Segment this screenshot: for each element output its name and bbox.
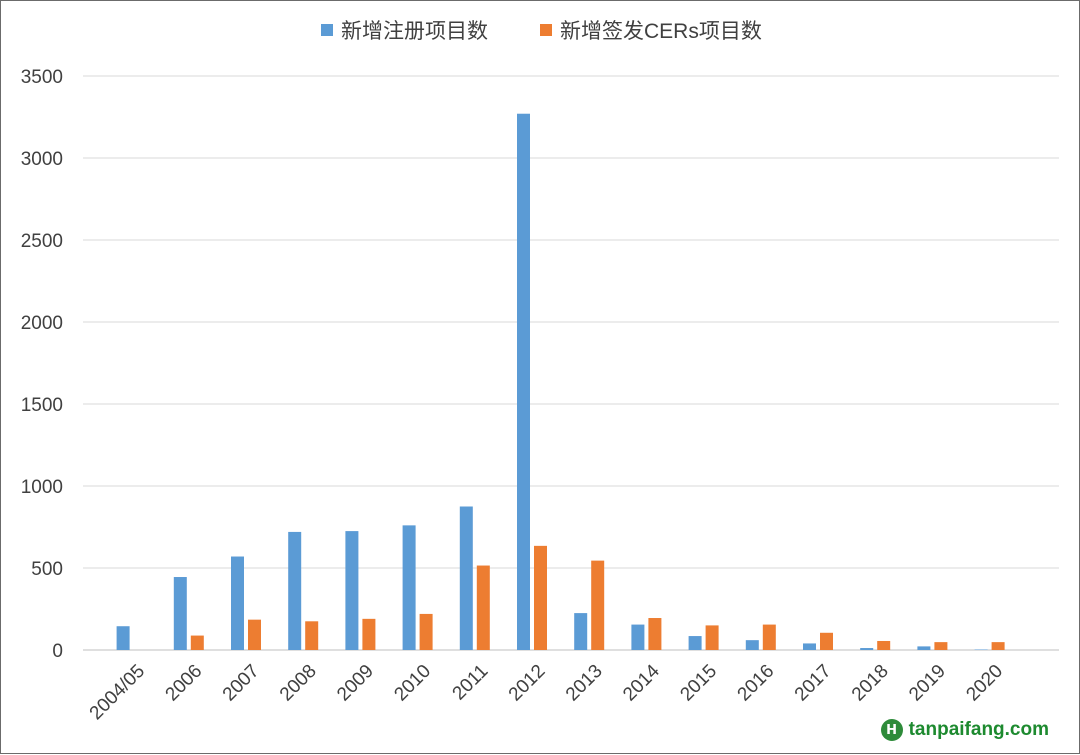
bar-registered [746, 640, 759, 650]
bar-registered [574, 613, 587, 650]
bar-issued [992, 642, 1005, 650]
legend: 新增注册项目数 新增签发CERs项目数 [321, 20, 762, 43]
y-tick-label: 500 [31, 559, 63, 580]
x-axis-ticks: 2004/05 2006 2007 2008 2009 2010 2011 2012 2013 2… [86, 660, 1007, 724]
bar-issued [534, 546, 547, 650]
bar-issued [706, 625, 719, 650]
y-tick-label: 1000 [21, 477, 63, 498]
gridlines [83, 76, 1059, 650]
x-tick-label: 2008 [276, 661, 321, 706]
watermark-logo-icon: H [881, 719, 903, 741]
bar-issued [820, 633, 833, 650]
bar-issued [934, 642, 947, 650]
x-tick-label: 2010 [390, 661, 435, 706]
bar-issued [477, 566, 490, 650]
bar-issued [191, 636, 204, 650]
legend-label: 新增注册项目数 [341, 20, 488, 43]
bar-registered [174, 577, 187, 650]
bar-registered [917, 646, 930, 650]
bar-registered [460, 507, 473, 651]
bar-issued [877, 641, 890, 650]
x-tick-label: 2004/05 [86, 661, 149, 724]
x-tick-label: 2015 [676, 661, 721, 706]
y-tick-label: 3500 [21, 67, 63, 88]
bar-issued [648, 618, 661, 650]
x-tick-label: 2013 [562, 661, 607, 706]
legend-swatch [540, 24, 552, 36]
bar-issued [305, 621, 318, 650]
bar-registered [517, 114, 530, 650]
bar-registered [860, 648, 873, 650]
bar-issued [362, 619, 375, 650]
x-tick-label: 2006 [162, 661, 207, 706]
y-tick-label: 0 [52, 641, 63, 662]
bar-registered [117, 626, 130, 650]
x-tick-label: 2019 [905, 661, 950, 706]
y-tick-label: 1500 [21, 395, 63, 416]
bar-registered [803, 643, 816, 650]
bar-issued [248, 620, 261, 650]
x-tick-label: 2016 [734, 661, 779, 706]
legend-swatch [321, 24, 333, 36]
y-axis-ticks: 0 500 1000 1500 2000 2500 3000 3500 [21, 67, 63, 662]
y-tick-label: 2000 [21, 313, 63, 334]
x-tick-label: 2011 [449, 661, 493, 705]
x-tick-label: 2009 [333, 661, 378, 706]
bar-registered [345, 531, 358, 650]
x-tick-label: 2014 [619, 660, 664, 705]
x-tick-label: 2018 [848, 661, 893, 706]
y-tick-label: 3000 [21, 149, 63, 170]
watermark: H tanpaifang.com [881, 719, 1049, 741]
bar-issued [420, 614, 433, 650]
x-tick-label: 2012 [505, 661, 550, 706]
bar-registered [689, 636, 702, 650]
bar-issued [591, 561, 604, 650]
bars [117, 114, 1005, 650]
x-tick-label: 2020 [962, 661, 1007, 706]
bar-registered [631, 625, 644, 650]
y-tick-label: 2500 [21, 231, 63, 252]
legend-label: 新增签发CERs项目数 [560, 20, 762, 43]
bar-issued [763, 625, 776, 650]
bar-registered [231, 557, 244, 650]
watermark-text: tanpaifang.com [909, 719, 1049, 741]
x-tick-label: 2017 [791, 661, 836, 706]
x-tick-label: 2007 [219, 661, 264, 706]
bar-registered [288, 532, 301, 650]
bar-registered [403, 525, 416, 650]
